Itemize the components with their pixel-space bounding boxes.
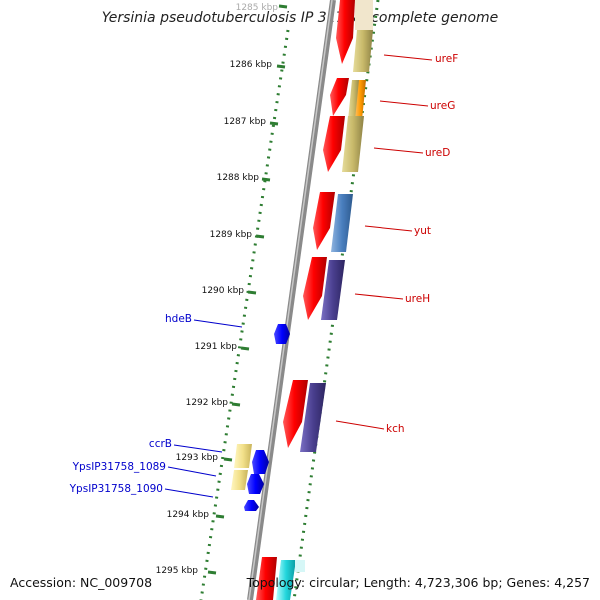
accession-label: Accession: NC_009708 [10, 575, 153, 590]
gene-block-kch-red[interactable] [283, 380, 308, 448]
gene-hdeB-arrow[interactable] [274, 324, 290, 344]
gene-yut-steel[interactable] [331, 194, 353, 252]
tick-label: 1288 kbp [217, 173, 260, 183]
tick-label: 1295 kbp [156, 566, 199, 576]
gene-ureH-purple[interactable] [321, 260, 345, 320]
gene-1089-yellow[interactable] [231, 470, 248, 490]
gene-ureG-orange[interactable] [355, 80, 366, 120]
gene-ccrB-arrow[interactable] [252, 450, 269, 474]
tick-label: 1286 kbp [230, 60, 273, 70]
tick-label: 1290 kbp [202, 286, 245, 296]
tick-label: 1285 kbp [236, 3, 279, 13]
gene-label-ureF[interactable]: ureF [435, 53, 458, 65]
gene-block-yut-red[interactable] [313, 192, 335, 250]
gene-label-kch[interactable]: kch [386, 423, 405, 435]
tick-label: 1294 kbp [167, 510, 210, 520]
gene-class-track [276, 0, 373, 600]
gene-label-hdeB[interactable]: hdeB [165, 313, 192, 325]
genome-backbone [247, 0, 336, 600]
guide-line-left [199, 29, 290, 600]
guide-line-right [292, 0, 380, 600]
gene-label-ureG[interactable]: ureG [430, 100, 455, 112]
map-title: Yersinia pseudotuberculosis IP 31758, co… [101, 10, 499, 26]
gene-ureD-khaki[interactable] [342, 116, 364, 172]
gene-label-ureH[interactable]: ureH [405, 293, 430, 305]
gene-block-bottom-red[interactable] [256, 557, 277, 600]
gene-1090-arrow[interactable] [244, 500, 259, 511]
gene-ureF-khaki[interactable] [353, 30, 373, 72]
gene-label-ureD[interactable]: ureD [425, 147, 450, 159]
tick-label: 1292 kbp [186, 398, 229, 408]
gene-block-ureD-red[interactable] [323, 116, 345, 172]
gene-kch-purple[interactable] [300, 383, 326, 452]
gene-block-ureH-red[interactable] [303, 257, 327, 320]
gene-label-1089[interactable]: YpsIP31758_1089 [72, 461, 166, 473]
tick-marks [207, 4, 288, 575]
gene-label-ccrB[interactable]: ccrB [149, 438, 172, 450]
tick-label: 1293 kbp [176, 453, 219, 463]
tick-label: 1291 kbp [195, 342, 238, 352]
tick-label: 1289 kbp [210, 230, 253, 240]
tick-label: 1287 kbp [224, 117, 267, 127]
gene-bottom-cyan[interactable] [276, 560, 296, 600]
cds-strand-track [256, 0, 355, 600]
gene-top-faded [355, 0, 373, 30]
right-label-leaders [335, 54, 433, 430]
gene-1089-arrow[interactable] [247, 474, 264, 494]
gene-block-top-red[interactable] [336, 0, 355, 64]
topology-label: Topology: circular; Length: 4,723,306 bp… [246, 575, 590, 590]
gene-ccrB-yellow[interactable] [234, 444, 252, 468]
left-gene-track [231, 324, 290, 511]
left-label-leaders [164, 319, 243, 498]
gene-label-1090[interactable]: YpsIP31758_1090 [69, 483, 163, 495]
gene-block-ureG-red[interactable] [330, 78, 349, 116]
gene-bottom-faded [295, 560, 305, 572]
gene-label-yut[interactable]: yut [414, 225, 431, 237]
